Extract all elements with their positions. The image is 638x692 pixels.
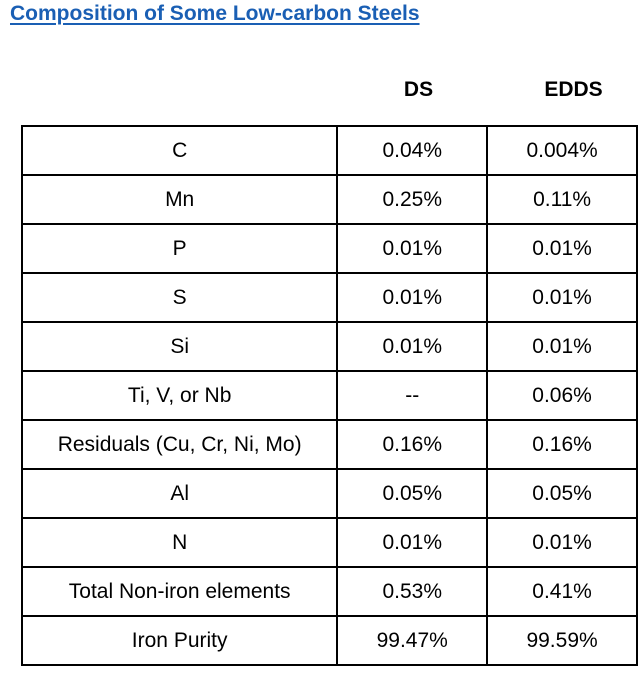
element-cell: Residuals (Cu, Cr, Ni, Mo) [20,419,339,470]
ds-value-cell: 0.04% [336,125,489,176]
ds-value-cell: 0.01% [336,223,489,274]
ds-value-cell: 0.01% [336,321,489,372]
element-cell: N [20,517,339,568]
table-row: Si 0.01% 0.01% [20,321,638,372]
table-row: Mn 0.25% 0.11% [20,174,638,225]
element-cell: Total Non-iron elements [20,566,339,617]
element-cell: S [20,272,339,323]
edds-value-cell: 0.11% [486,174,638,225]
ds-value-cell: 0.53% [336,566,489,617]
edds-value-cell: 0.01% [486,517,638,568]
edds-value-cell: 0.01% [486,223,638,274]
table-row: Iron Purity 99.47% 99.59% [20,615,638,666]
edds-value-cell: 0.01% [486,321,638,372]
element-cell: Iron Purity [20,615,339,666]
element-cell: P [20,223,339,274]
edds-value-cell: 0.05% [486,468,638,519]
element-cell: C [20,125,339,176]
edds-value-cell: 99.59% [486,615,638,666]
table-row: Residuals (Cu, Cr, Ni, Mo) 0.16% 0.16% [20,419,638,470]
table-row: Al 0.05% 0.05% [20,468,638,519]
composition-table: C 0.04% 0.004% Mn 0.25% 0.11% P 0.01% 0.… [20,125,638,666]
edds-value-cell: 0.004% [486,125,638,176]
edds-value-cell: 0.41% [486,566,638,617]
table-row: C 0.04% 0.004% [20,125,638,176]
ds-value-cell: 0.01% [336,272,489,323]
element-cell: Si [20,321,339,372]
ds-value-cell: 0.16% [336,419,489,470]
column-header-edds: EDDS [544,78,603,101]
element-cell: Al [20,468,339,519]
ds-value-cell: 0.25% [336,174,489,225]
ds-value-cell: 0.01% [336,517,489,568]
page-title[interactable]: Composition of Some Low-carbon Steels [10,2,420,25]
edds-value-cell: 0.16% [486,419,638,470]
element-cell: Mn [20,174,339,225]
edds-value-cell: 0.01% [486,272,638,323]
edds-value-cell: 0.06% [486,370,638,421]
table-row: N 0.01% 0.01% [20,517,638,568]
table-row: Total Non-iron elements 0.53% 0.41% [20,566,638,617]
ds-value-cell: 99.47% [336,615,489,666]
table-row: S 0.01% 0.01% [20,272,638,323]
table-row: Ti, V, or Nb -- 0.06% [20,370,638,421]
table-row: P 0.01% 0.01% [20,223,638,274]
ds-value-cell: -- [336,370,489,421]
ds-value-cell: 0.05% [336,468,489,519]
column-header-ds: DS [403,78,434,101]
element-cell: Ti, V, or Nb [20,370,339,421]
